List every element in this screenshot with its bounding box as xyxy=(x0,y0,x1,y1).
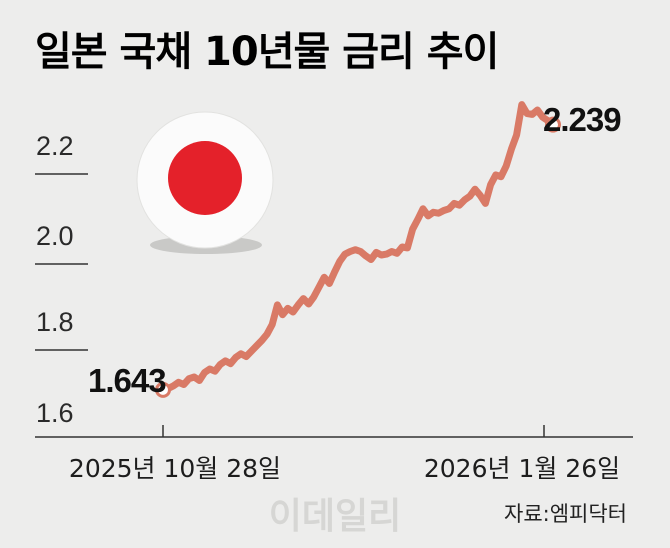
x-label-end: 2026년 1월 26일 xyxy=(424,454,620,483)
ytick-label-1.8: 1.8 xyxy=(36,307,74,337)
japan-flag-icon xyxy=(136,111,274,254)
ytick-label-2.2: 2.2 xyxy=(36,131,74,161)
ytick-label-1.6: 1.6 xyxy=(36,398,74,428)
watermark: 이데일리 xyxy=(269,496,401,537)
ytick-label-2.0: 2.0 xyxy=(36,221,74,251)
end-value-label: 2.239 xyxy=(543,101,621,138)
end-point-marker xyxy=(545,116,561,133)
x-label-start: 2025년 10월 28일 xyxy=(69,454,281,483)
chart-title: 일본 국채 10년물 금리 추이 xyxy=(35,29,498,75)
flag-disc xyxy=(168,141,242,215)
start-point-marker xyxy=(155,381,171,398)
source-text: 자료:엠피닥터 xyxy=(504,502,627,526)
series-line xyxy=(159,101,557,394)
start-value-label: 1.643 xyxy=(88,362,166,399)
